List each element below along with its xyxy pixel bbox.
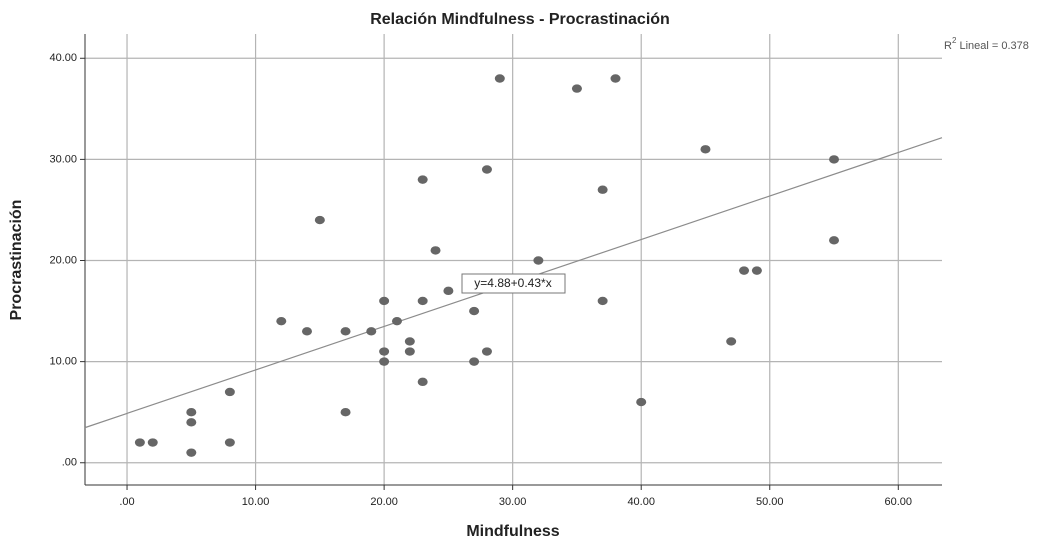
point [379,296,390,306]
y-tick-label: 20.00 [49,254,77,266]
x-axis-title: Mindfulness [466,523,559,540]
x-tick-label: 30.00 [499,496,527,508]
point [379,357,390,366]
point [597,296,608,306]
y-axis-title: Procrastinación [8,200,25,321]
y-tick-label: 10.00 [49,356,77,368]
y-tick-label: 40.00 [49,52,77,64]
point [469,357,480,366]
point [391,316,402,326]
point [726,337,737,346]
point [314,215,325,225]
fit-label-box [461,273,566,294]
point [224,438,235,447]
point [610,74,621,83]
point [751,266,762,275]
chart-title: Relación Mindfulness - Procrastinación [370,11,670,28]
point [469,306,480,316]
x-tick-label: 10.00 [242,496,270,508]
x-tick-label: .00 [119,496,134,508]
point [417,175,428,184]
point [533,256,544,265]
point [829,236,840,245]
r2-label: R2 Lineal = 0.378 [944,36,1029,52]
x-tick-label: 20.00 [370,496,398,508]
point [340,407,351,417]
fit-label: y=4.88+0.43*x [474,276,551,290]
point [186,407,197,417]
r2-base: R [944,40,952,52]
y-tick-label: .00 [62,457,77,469]
point [147,438,158,447]
point [829,155,840,164]
point [186,418,197,427]
r2-sup: 2 [952,36,957,45]
x-tick-label: 50.00 [756,496,784,508]
point [224,387,235,397]
point [301,327,312,336]
y-tick-label: 30.00 [49,153,77,165]
r2-text: Lineal = 0.378 [956,40,1028,52]
point [417,377,428,387]
point [276,316,287,326]
point [481,165,492,174]
x-tick-label: 40.00 [627,496,655,508]
point [636,397,647,407]
point [481,347,492,356]
point [571,84,582,93]
point [494,74,505,83]
point [134,438,145,447]
point [186,448,197,457]
point [417,296,428,306]
point [379,347,390,356]
point [443,286,454,296]
point [597,185,608,194]
point [700,145,711,154]
point [430,246,441,255]
point [366,327,377,336]
point [340,327,351,336]
x-tick-label: 60.00 [885,496,913,508]
point [404,347,415,356]
point [404,337,415,346]
point [739,266,750,275]
